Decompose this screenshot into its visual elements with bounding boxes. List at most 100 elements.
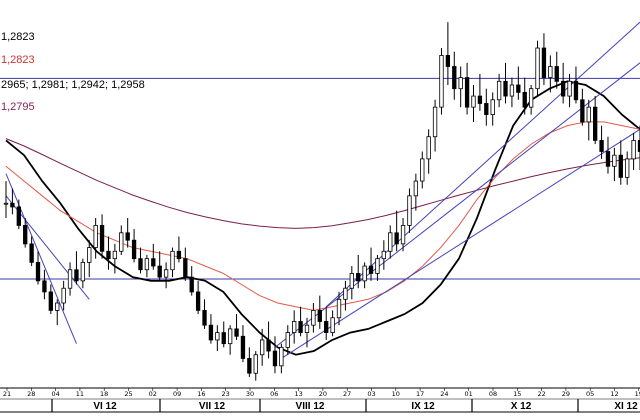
candle-body <box>253 354 258 374</box>
candle <box>234 314 239 340</box>
candle-body <box>80 261 86 282</box>
candle-body <box>260 339 265 356</box>
candle-body <box>183 258 188 278</box>
candle <box>202 299 207 329</box>
candle <box>227 325 233 355</box>
candle <box>375 254 380 281</box>
candle <box>458 66 463 108</box>
candle-body <box>292 321 297 333</box>
moving-averages <box>5 80 640 356</box>
candle <box>503 62 508 104</box>
candle <box>554 51 559 89</box>
candle <box>362 262 367 289</box>
candle-body <box>522 91 527 108</box>
x-axis-band <box>0 388 640 412</box>
candle-body <box>279 346 284 367</box>
candle <box>157 251 162 281</box>
candle <box>567 73 572 108</box>
candle-body <box>432 106 438 138</box>
candle-body <box>618 154 623 178</box>
candle-body <box>573 80 579 101</box>
x-tick-label: 15 <box>513 390 521 398</box>
moving-average-line <box>5 138 640 229</box>
candle-body <box>67 269 73 289</box>
x-tick-label: 30 <box>246 390 254 398</box>
x-tick-label: 12 <box>610 390 618 398</box>
candle-body <box>234 328 239 337</box>
x-tick-label: 13 <box>294 390 302 398</box>
candle-body <box>29 243 34 263</box>
candle <box>625 151 630 185</box>
candle <box>131 229 137 263</box>
candle <box>67 262 73 296</box>
candle <box>163 262 169 289</box>
candle <box>119 225 124 255</box>
candle <box>496 73 502 108</box>
x-tick-label: 22 <box>537 390 545 398</box>
candle-body <box>477 95 483 104</box>
month-label: VI 12 <box>93 401 117 412</box>
x-tick-label: 11 <box>76 390 84 398</box>
candle <box>29 236 34 267</box>
candle-body <box>247 358 252 374</box>
trendline <box>5 173 77 344</box>
candle <box>240 325 246 363</box>
candle-body <box>16 206 21 226</box>
candle-body <box>330 317 335 333</box>
candle-body <box>356 273 361 282</box>
candle <box>394 210 399 252</box>
candle-body <box>324 321 329 333</box>
candle-body <box>394 232 399 245</box>
candle <box>541 33 547 85</box>
candle <box>509 77 515 108</box>
candle <box>93 218 98 259</box>
x-tick-label: 20 <box>319 390 327 398</box>
candle-body <box>535 47 540 90</box>
candle <box>272 336 278 374</box>
x-tick-label: 27 <box>343 390 351 398</box>
x-tick-label: 23 <box>222 390 230 398</box>
candle <box>452 51 457 100</box>
trendline <box>274 62 640 348</box>
candle <box>336 291 342 326</box>
month-label: XI 12 <box>614 401 638 412</box>
candle-body <box>503 80 508 97</box>
candle <box>35 251 41 285</box>
candle <box>10 188 15 215</box>
x-tick-label: 09 <box>173 390 181 398</box>
candle-body <box>381 250 386 260</box>
x-tick-label: 03 <box>367 390 375 398</box>
candle <box>208 314 214 344</box>
candle <box>388 225 393 259</box>
candle-body <box>48 291 53 311</box>
x-tick-label: 05 <box>586 390 594 398</box>
candle <box>99 214 105 259</box>
candle-body <box>10 202 15 208</box>
candle <box>580 88 585 126</box>
candle <box>144 254 150 278</box>
candle-body <box>637 140 640 152</box>
candle <box>106 236 111 270</box>
candle-body <box>612 154 617 167</box>
candle <box>80 258 86 289</box>
candle <box>356 254 361 289</box>
candle <box>304 317 310 348</box>
trendline <box>281 128 640 359</box>
candle <box>522 77 527 115</box>
x-tick-label: 19 <box>635 390 640 398</box>
candle <box>215 325 220 352</box>
candle <box>55 299 60 326</box>
candle <box>407 188 412 233</box>
candle <box>349 266 354 300</box>
candle-body <box>528 88 534 108</box>
candle-body <box>119 232 124 252</box>
candle-body <box>509 84 515 97</box>
candle <box>586 99 591 141</box>
candle <box>151 243 156 270</box>
candle-body <box>407 195 412 226</box>
candle-body <box>458 77 463 90</box>
candle-body <box>3 202 9 205</box>
candle-body <box>516 84 521 93</box>
candle <box>573 66 579 104</box>
